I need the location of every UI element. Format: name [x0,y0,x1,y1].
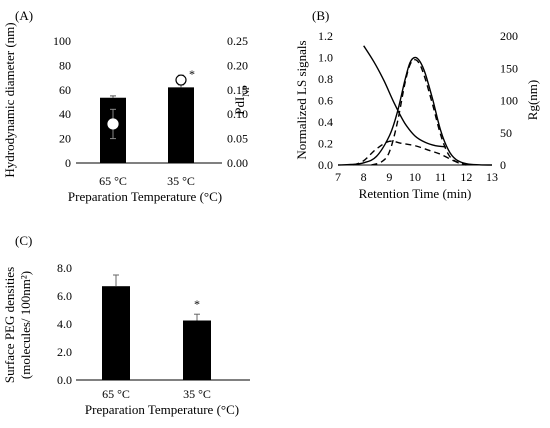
panel-b-y2tick-label: 50 [500,126,512,140]
panel-c-annotation: * [194,297,200,311]
panel-c-ytick-label: 8.0 [57,261,72,275]
panel-b-ytick-label: 0.8 [318,72,333,86]
panel-b-series-line-0 [337,56,493,166]
panel-a-y2tick-label: 0.15 [227,83,248,97]
panel-c-ytick-label: 0.0 [57,373,72,387]
panel-a-ytick-label: 20 [59,132,71,146]
panel-a-pdi-point [107,118,119,130]
panel-a-label: (A) [15,8,33,23]
panel-a-ytick-label: 60 [59,83,71,97]
panel-c-bar [183,320,211,380]
panel-c-ytick-label: 2.0 [57,345,72,359]
panel-a-ylabel: Hydrodynamic diameter (nm) [2,22,17,177]
panel-b-ytick-label: 0.0 [318,158,333,172]
panel-b-xtick-label: 9 [386,170,392,184]
panel-c-bar [102,286,130,380]
panel-c: (C) Surface PEG densities (molecules/ 10… [2,233,250,417]
panel-b-ytick-label: 1.0 [318,51,333,65]
panel-b-ytick-label: 0.6 [318,94,333,108]
panel-a-y2label-sub: NP [241,85,251,97]
panel-a-y2label-main: PdI [232,97,247,115]
panel-a-bar [168,87,194,163]
panel-b-xtick-label: 8 [361,170,367,184]
panel-a-ytick-label: 80 [59,58,71,72]
panel-b-ytick-label: 0.2 [318,137,333,151]
panel-b-series-line-1 [371,58,467,166]
panel-b-y2tick-label: 100 [500,94,518,108]
panel-b-xtick-label: 13 [486,170,498,184]
panel-a-y2tick-label: 0.00 [227,156,248,170]
panel-a-annotation: * [189,67,195,81]
panel-a-xlabel: Preparation Temperature (°C) [68,189,222,204]
panel-b-xtick-label: 7 [335,170,341,184]
panel-a-y2label: PdINP [232,85,251,115]
panel-a-xtick-label: 35 °C [167,174,195,188]
panel-a-ytick-label: 40 [59,107,71,121]
panel-c-xlabel: Preparation Temperature (°C) [85,402,239,417]
panel-b: (B) Normalized LS signals Rg(nm) Retenti… [294,8,540,201]
panel-b-xtick-label: 11 [435,170,447,184]
panel-b-y2tick-label: 150 [500,61,518,75]
panel-c-xtick-label: 35 °C [183,387,211,401]
panel-a-y2tick-label: 0.20 [227,58,248,72]
panel-b-series-line-3 [363,45,446,148]
panel-b-label: (B) [312,8,329,23]
panel-a-xtick-label: 65 °C [99,174,127,188]
panel-b-ylabel: Normalized LS signals [294,40,309,159]
panel-b-ytick-label: 0.4 [318,115,333,129]
panel-a-y2tick-label: 0.25 [227,34,248,48]
panel-c-label: (C) [15,233,32,248]
panel-b-ytick-label: 1.2 [318,29,333,43]
panel-a-ytick-label: 0 [65,156,71,170]
panel-c-xtick-label: 65 °C [102,387,130,401]
panel-a: (A) Hydrodynamic diameter (nm) PdINP Pre… [2,8,251,204]
panel-a-pdi-point [175,74,187,86]
panel-b-xtick-label: 10 [409,170,421,184]
panel-c-ylabel-line2: (molecules/ 100nm²) [18,271,33,379]
panel-a-y2tick-label: 0.10 [227,107,248,121]
panel-c-ytick-label: 4.0 [57,317,72,331]
panel-a-ytick-label: 100 [53,34,71,48]
panel-b-y2tick-label: 200 [500,29,518,43]
panel-b-xtick-label: 12 [460,170,472,184]
panel-b-y2label: Rg(nm) [525,80,540,120]
panel-b-series-line-2 [353,140,467,166]
panel-c-ytick-label: 6.0 [57,289,72,303]
panel-c-ylabel-line1: Surface PEG densities [2,267,17,383]
panel-b-y2tick-label: 0 [500,158,506,172]
panel-a-y2tick-label: 0.05 [227,132,248,146]
panel-b-xlabel: Retention Time (min) [359,186,472,201]
